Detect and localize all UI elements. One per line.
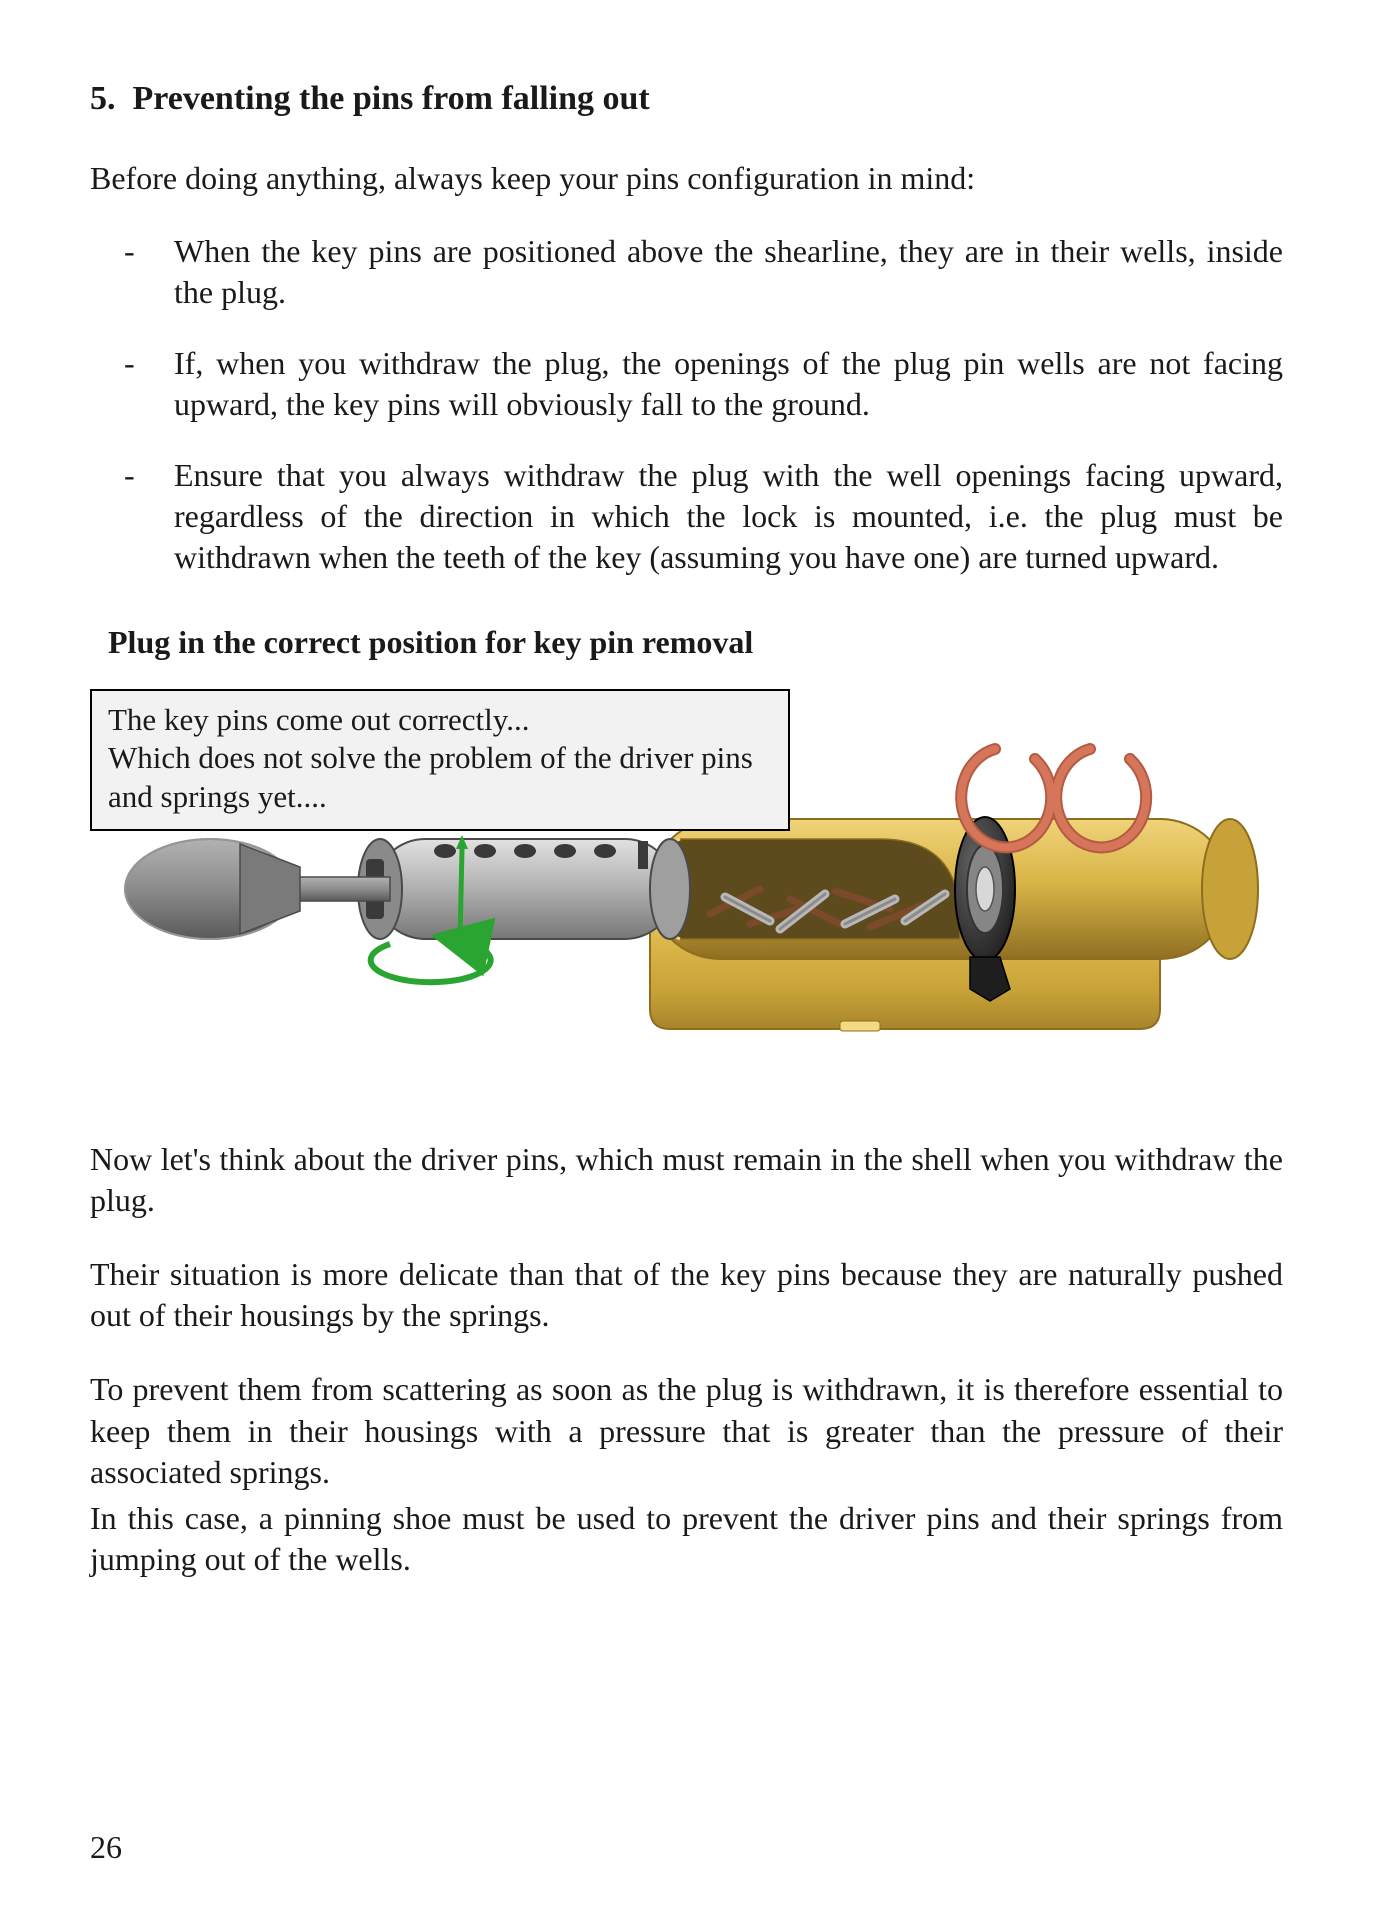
intro-text: Before doing anything, always keep your …	[90, 160, 1283, 197]
page: 5. Preventing the pins from falling out …	[0, 0, 1373, 1920]
section-heading: 5. Preventing the pins from falling out	[90, 80, 1283, 118]
paragraph: Their situation is more delicate than th…	[90, 1254, 1283, 1337]
page-number: 26	[90, 1829, 122, 1866]
callout-line: The key pins come out correctly...	[108, 701, 772, 740]
heading-number: 5.	[90, 80, 116, 117]
bullet-item: When the key pins are positioned above t…	[124, 231, 1283, 313]
callout-line: Which does not solve the problem of the …	[108, 739, 772, 817]
bullet-item: Ensure that you always withdraw the plug…	[124, 455, 1283, 578]
lock-shell	[645, 819, 1258, 1031]
figure-caption: Plug in the correct position for key pin…	[108, 624, 1283, 661]
key-icon	[125, 839, 390, 939]
figure-callout: The key pins come out correctly... Which…	[90, 689, 790, 831]
figure-area: The key pins come out correctly... Which…	[90, 689, 1283, 1059]
paragraph: In this case, a pinning shoe must be use…	[90, 1498, 1283, 1581]
bullet-item: If, when you withdraw the plug, the open…	[124, 343, 1283, 425]
plug	[358, 839, 690, 939]
paragraph: To prevent them from scattering as soon …	[90, 1369, 1283, 1494]
bullet-list: When the key pins are positioned above t…	[124, 231, 1283, 578]
heading-text: Preventing the pins from falling out	[133, 80, 650, 117]
paragraph: Now let's think about the driver pins, w…	[90, 1139, 1283, 1222]
body-text: Now let's think about the driver pins, w…	[90, 1139, 1283, 1581]
